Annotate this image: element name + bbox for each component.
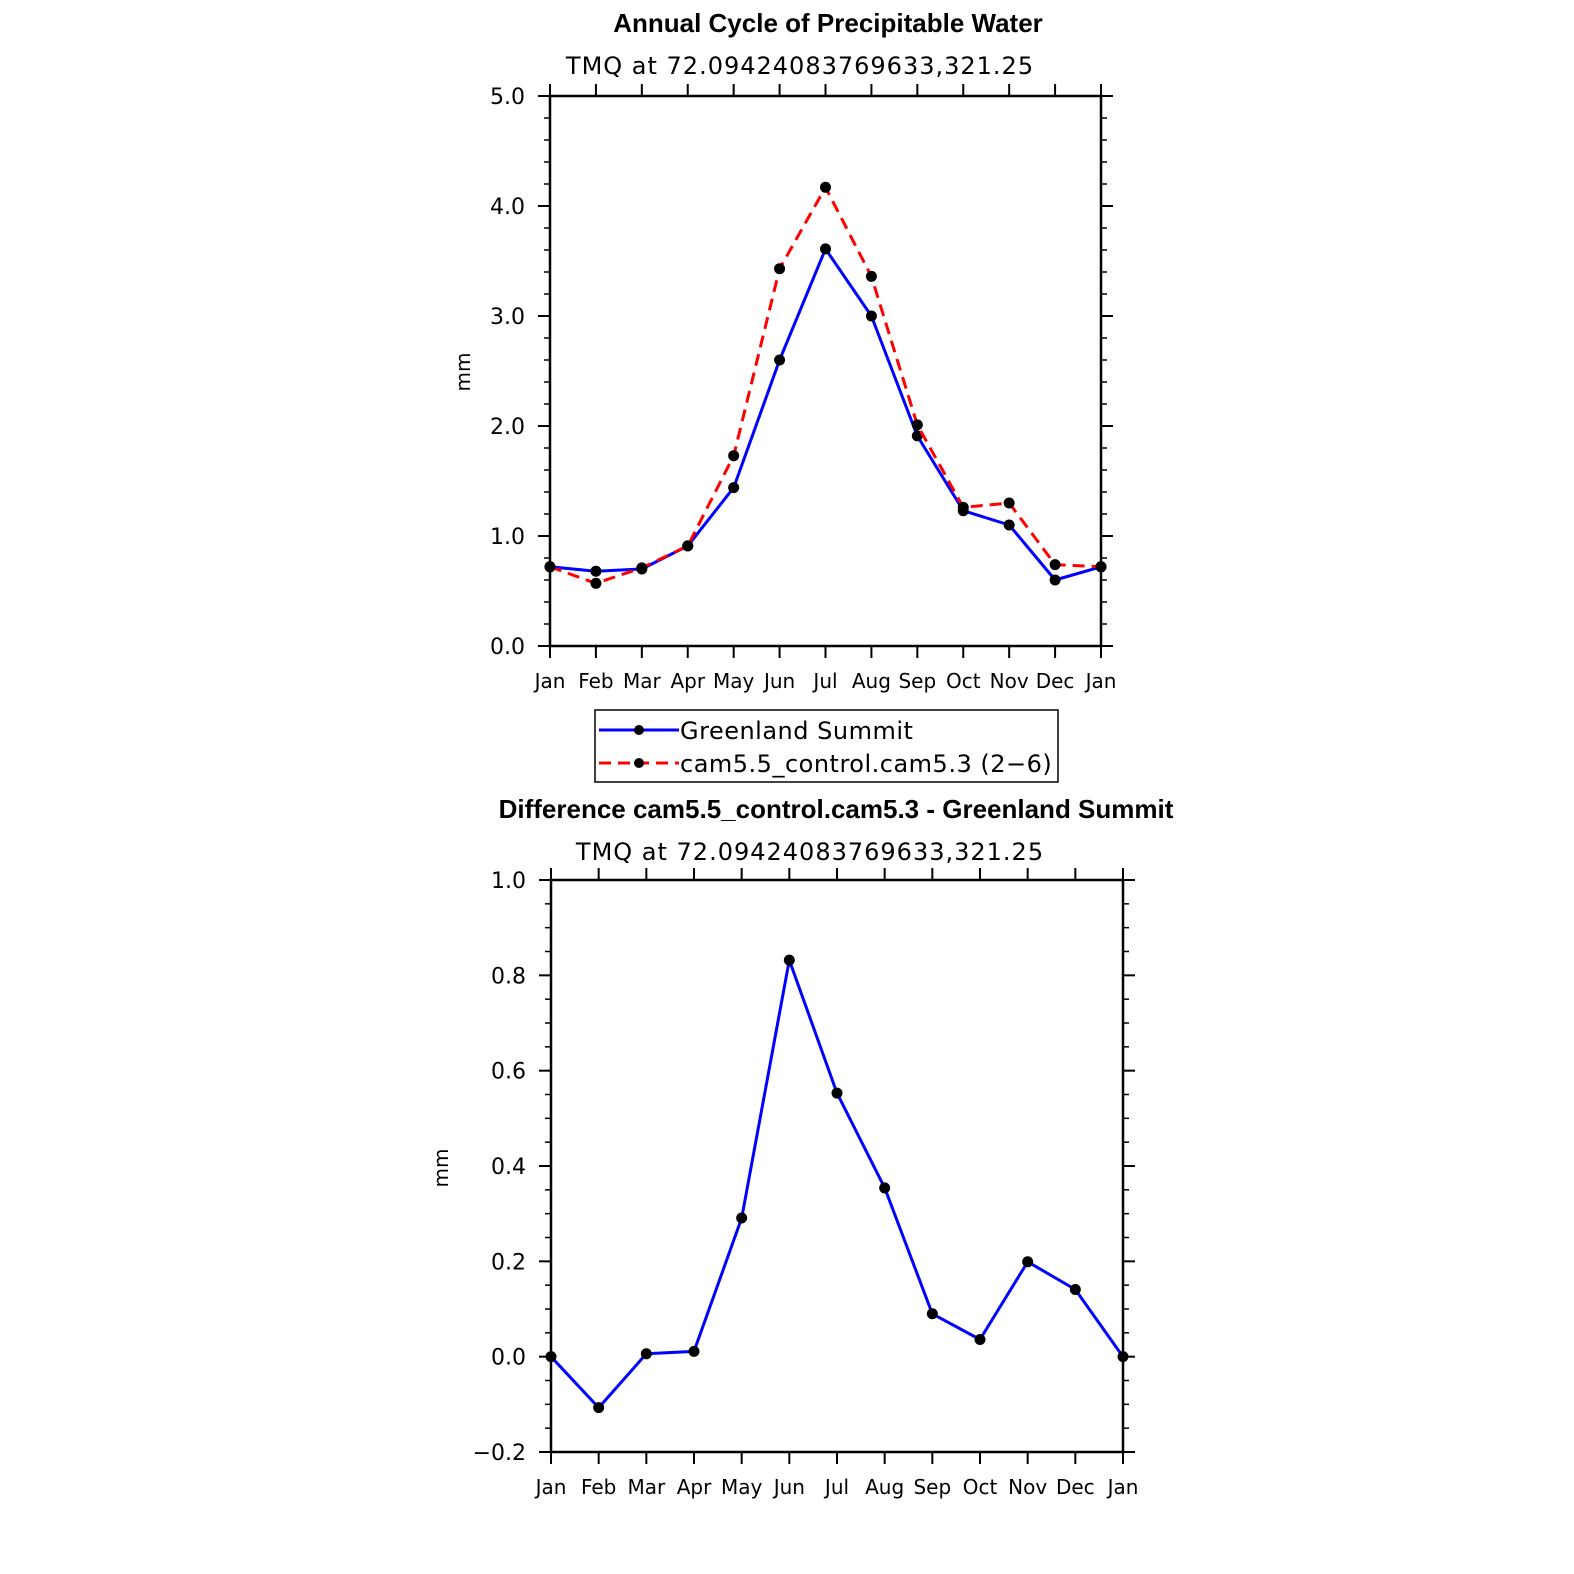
y-tick-label: 0.2	[491, 1250, 526, 1275]
data-point-s1-2	[636, 562, 648, 574]
x-tick-label: Sep	[913, 1475, 951, 1499]
legend-marker-cam	[634, 758, 644, 768]
data-point-s0-9	[974, 1334, 986, 1346]
data-point-s0-4	[736, 1212, 748, 1224]
y-tick-label: 0.6	[491, 1060, 526, 1085]
x-tick-label: Jan	[533, 669, 566, 693]
x-tick-label: Jun	[762, 669, 795, 693]
chart2-title: Difference cam5.5_control.cam5.3 - Green…	[499, 794, 1174, 824]
x-tick-label: Dec	[1056, 1475, 1095, 1499]
y-tick-label: 2.0	[490, 415, 525, 440]
chart2-plot: Jan Feb Mar Apr May Jun Jul Aug Sep Oct Nov Dec Jan−…	[473, 868, 1139, 1499]
y-tick-label: 1.0	[490, 525, 525, 550]
x-tick-label: Jan	[1106, 1475, 1139, 1499]
y-tick-label: 0.0	[490, 635, 525, 660]
data-point-s0-10	[1003, 519, 1015, 531]
data-point-s0-8	[926, 1308, 938, 1320]
data-point-s0-1	[593, 1402, 605, 1414]
data-point-s1-1	[590, 577, 602, 589]
data-point-s0-4	[728, 482, 740, 494]
data-point-s1-6	[820, 181, 831, 193]
y-tick-label: 1.0	[491, 869, 526, 894]
data-point-s0-11	[1069, 1283, 1081, 1295]
data-point-s1-9	[957, 501, 969, 513]
x-tick-label: Jan	[1084, 669, 1117, 693]
data-point-s0-0	[545, 1351, 557, 1363]
data-point-s0-10	[1022, 1256, 1034, 1268]
data-point-s0-5	[774, 354, 786, 366]
data-point-s0-12	[1117, 1351, 1129, 1363]
y-tick-label: 4.0	[490, 195, 525, 220]
x-tick-label: Oct	[946, 669, 981, 693]
data-point-s0-7	[879, 1182, 891, 1194]
legend-marker-greenland	[634, 725, 644, 735]
data-point-s0-2	[640, 1348, 652, 1360]
y-tick-label: 0.0	[491, 1346, 526, 1371]
data-point-s0-6	[820, 243, 831, 255]
data-point-s0-11	[1049, 574, 1061, 586]
chart2-ylabel: mm	[429, 1149, 453, 1188]
x-tick-label: Apr	[677, 1475, 712, 1499]
data-point-s1-3	[682, 540, 694, 552]
chart1-subtitle: TMQ at 72.09424083769633,321.25	[565, 52, 1034, 80]
y-tick-label: 3.0	[490, 305, 525, 330]
data-point-s0-1	[590, 565, 602, 577]
x-tick-label: Jul	[823, 1475, 849, 1499]
x-tick-label: Jun	[772, 1475, 805, 1499]
x-tick-label: Mar	[623, 669, 662, 693]
series-line-0	[549, 958, 1125, 1410]
x-tick-label: May	[713, 669, 755, 693]
series-line-0	[549, 247, 1102, 582]
x-tick-label: Aug	[865, 1475, 904, 1499]
data-point-s1-4	[728, 450, 740, 462]
chart2-subtitle: TMQ at 72.09424083769633,321.25	[575, 838, 1044, 866]
data-point-s0-5	[783, 954, 795, 966]
chart1-ylabel: mm	[451, 353, 475, 392]
data-point-s1-5	[774, 263, 786, 275]
x-tick-label: Aug	[852, 669, 891, 693]
chart1-plot: Jan Feb Mar Apr May Jun Jul Aug Sep Oct Nov Dec Jan 0…	[490, 84, 1116, 693]
x-tick-label: Dec	[1036, 669, 1075, 693]
data-point-s1-10	[1003, 497, 1015, 509]
y-tick-label: 5.0	[490, 85, 525, 110]
legend-label-greenland: Greenland Summit	[680, 717, 913, 745]
data-point-s0-6	[831, 1087, 843, 1099]
x-tick-label: Jan	[534, 1475, 567, 1499]
legend-label-cam: cam5.5_control.cam5.3 (2−6)	[680, 750, 1052, 778]
x-tick-label: May	[721, 1475, 763, 1499]
legend-box	[594, 709, 1059, 783]
x-tick-label: Nov	[1008, 1475, 1047, 1499]
chart1-legend: Greenland Summit cam5.5_control.cam5.3 (…	[594, 709, 1059, 783]
x-tick-label: Sep	[898, 669, 936, 693]
x-tick-label: Apr	[670, 669, 705, 693]
chart1-title: Annual Cycle of Precipitable Water	[613, 8, 1043, 38]
y-tick-label: −0.2	[473, 1441, 526, 1466]
x-tick-label: Nov	[990, 669, 1029, 693]
x-tick-label: Jul	[811, 669, 837, 693]
data-point-s1-12	[1095, 561, 1107, 573]
data-point-s0-8	[911, 430, 923, 442]
data-point-s1-8	[911, 419, 923, 431]
x-tick-label: Feb	[581, 1475, 616, 1499]
plot-frame	[548, 94, 1103, 648]
data-point-s1-0	[544, 561, 556, 573]
data-point-s0-3	[688, 1345, 700, 1357]
x-tick-label: Feb	[578, 669, 613, 693]
y-tick-label: 0.4	[491, 1155, 526, 1180]
data-point-s1-7	[865, 270, 877, 282]
x-tick-label: Oct	[963, 1475, 998, 1499]
data-point-s0-7	[865, 310, 877, 322]
data-point-s1-11	[1049, 559, 1061, 571]
x-tick-label: Mar	[627, 1475, 666, 1499]
y-tick-label: 0.8	[491, 964, 526, 989]
